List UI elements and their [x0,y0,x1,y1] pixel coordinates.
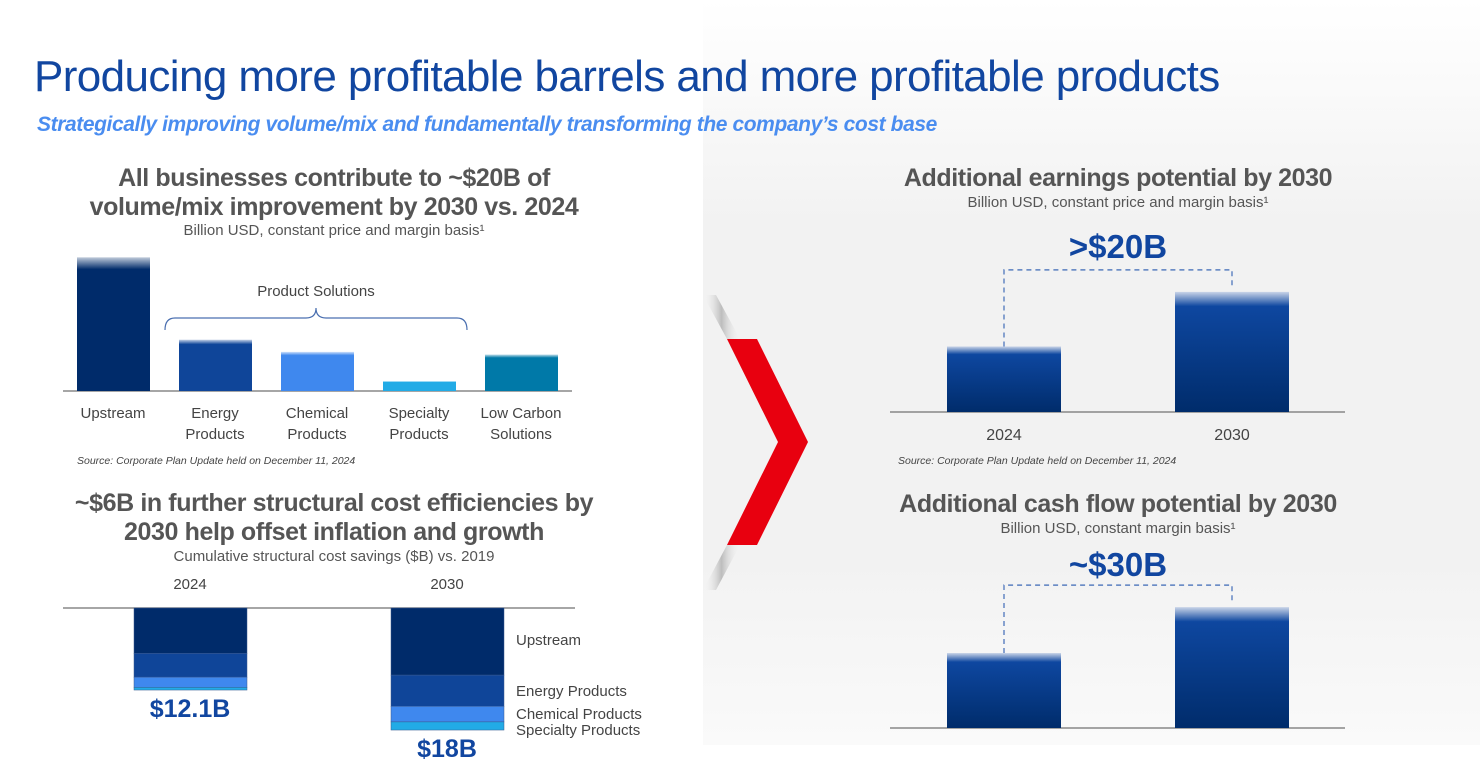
legend-chemical-products: Chemical Products [516,706,642,723]
earnings-uplift-annotation: >$20B [1068,228,1168,265]
product-solutions-label: Product Solutions [257,283,375,300]
stack-2030-energy-products [390,674,505,707]
legend-upstream: Upstream [516,632,582,649]
chart4-bar-2024 [947,653,1061,728]
legend-specialty-products: Specialty Products [516,722,641,739]
chart1-source: Source: Corporate Plan Update held on De… [77,455,356,467]
chart3-source: Source: Corporate Plan Update held on De… [898,455,1177,467]
year-label-2024: 2024 [173,576,207,593]
chart1-title-line2: volume/mix improvement by 2030 vs. 2024 [89,193,579,221]
chart3-xlabel-2024: 2024 [986,427,1022,444]
product-solutions-brace [164,307,468,331]
bar-specialty-products [383,381,456,391]
total-2030: $18B [417,735,477,763]
bar-low-carbon-solutions [485,354,558,391]
chart4-bar-2030 [1175,607,1289,728]
chart1-title-line1: All businesses contribute to ~$20B of [118,164,550,192]
chart3-xlabel-2030: 2030 [1214,427,1250,444]
year-label-2030: 2030 [430,576,464,593]
stack-2024-energy-products [133,653,248,678]
chart3-bar-2024 [947,346,1061,412]
chart4-dashed-bracket [1003,584,1233,654]
bar-chemical-products [281,351,354,391]
chart2-subtitle: Cumulative structural cost savings ($B) … [173,548,495,565]
chart2-title-line1: ~$6B in further structural cost efficien… [74,489,594,517]
red-chevron-icon [703,295,808,590]
category-label-upstream: Upstream [80,405,146,422]
slide-graphics [63,257,1345,731]
stack-2030-upstream [390,607,505,676]
category-label-specialty-products: Specialty Products [388,405,450,443]
stack-2024-chemical-products [133,676,248,688]
chart3-dashed-bracket [1003,269,1233,347]
stack-2024-specialty-products [133,687,248,691]
page-subtitle: Strategically improving volume/mix and f… [37,113,937,136]
page-title: Producing more profitable barrels and mo… [34,52,1220,101]
total-2024: $12.1B [149,695,231,723]
chart3-subtitle: Billion USD, constant price and margin b… [967,194,1269,211]
bar-energy-products [179,339,252,391]
stack-2024-upstream [133,607,248,654]
chart2-title-line2: 2030 help offset inflation and growth [124,518,544,546]
chart1-subtitle: Billion USD, constant price and margin b… [183,222,485,239]
chart4-subtitle: Billion USD, constant margin basis¹ [1000,520,1236,537]
chart4-title: Additional cash flow potential by 2030 [899,490,1337,518]
category-label-energy-products: Energy Products [185,405,245,443]
stack-2030-chemical-products [390,706,505,723]
stack-2030-specialty-products [390,721,505,731]
cashflow-uplift-annotation: ~$30B [1068,546,1168,583]
category-label-low-carbon-solutions: Low Carbon Solutions [480,405,562,443]
chart3-title: Additional earnings potential by 2030 [903,164,1333,192]
chart3-bar-2030 [1175,291,1289,412]
legend-energy-products: Energy Products [516,683,627,700]
bar-upstream [77,257,150,391]
category-label-chemical-products: Chemical Products [285,405,349,443]
right-panel-background [703,0,1480,745]
